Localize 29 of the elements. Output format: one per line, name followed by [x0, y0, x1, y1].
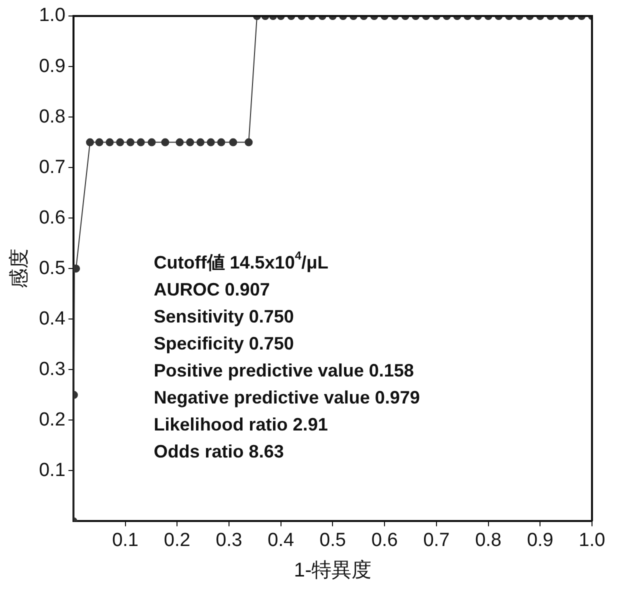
y-tick-label: 0.4: [38, 308, 66, 330]
x-axis-title: 1-特異度: [294, 560, 372, 582]
x-tick-label: 1.0: [578, 530, 606, 551]
x-tick-label: 0.8: [475, 530, 502, 551]
y-tick-label: 0.5: [38, 258, 66, 279]
x-tick-label: 0.3: [216, 530, 242, 551]
y-axis-title: 感度: [8, 248, 31, 289]
x-tick-label: 0.9: [526, 530, 554, 551]
annotation: Positive predictive value 0.158: [154, 360, 414, 381]
x-tick-label: 0.5: [319, 530, 346, 551]
annotation: AUROC 0.907: [154, 280, 270, 300]
annotation: Negative predictive value 0.979: [154, 388, 420, 408]
y-tick-label: 0.7: [38, 156, 66, 178]
x-tick-label: 0.2: [164, 530, 190, 551]
y-tick-label: 0.9: [38, 56, 66, 77]
y-tick-label: 0.8: [38, 106, 66, 128]
x-tick-label: 0.7: [423, 530, 450, 551]
y-tick-label: 0.3: [38, 358, 66, 380]
x-tick-label: 0.6: [371, 530, 398, 551]
y-tick-label: 1.0: [38, 5, 66, 26]
annotation: Sensitivity 0.750: [154, 306, 294, 327]
x-tick-label: 0.1: [112, 530, 138, 551]
annotation: Likelihood ratio 2.91: [154, 414, 328, 435]
y-tick-label: 0.1: [38, 460, 66, 481]
y-tick-label: 0.2: [38, 409, 66, 430]
annotation: Odds ratio 8.63: [154, 442, 284, 462]
y-tick-label: 0.6: [38, 207, 66, 228]
annotation: Specificity 0.750: [154, 334, 294, 354]
x-tick-label: 0.4: [268, 530, 294, 551]
